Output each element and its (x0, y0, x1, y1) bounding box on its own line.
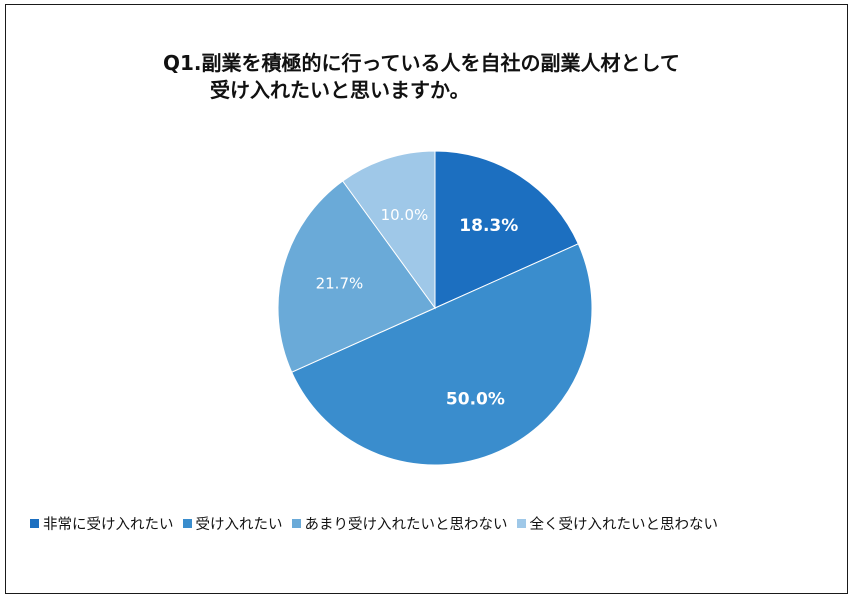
legend-item-not-willing-at-all: 全く受け入れたいと思わない (516, 513, 719, 534)
chart-title-line-1: Q1.副業を積極的に行っている人を自社の副業人材として (163, 51, 680, 75)
legend-item-not-very-willing: あまり受け入れたいと思わない (291, 513, 508, 534)
legend-swatch (182, 518, 192, 528)
pie-slice-very-willing (434, 150, 579, 309)
legend-swatch (516, 518, 526, 528)
pie-slice-not-very-willing (277, 180, 436, 373)
chart-legend: 非常に受け入れたい 受け入れたい あまり受け入れたいと思わない 全く受け入れたい… (30, 513, 727, 533)
legend-label: 全く受け入れたいと思わない (529, 516, 719, 533)
legend-label: 非常に受け入れたい (43, 516, 174, 533)
data-label-not-very-willing: 21.7% (316, 275, 364, 293)
legend-label: 受け入れたい (195, 516, 283, 533)
data-label-not-willing-at-all: 10.0% (381, 206, 429, 224)
legend-label: あまり受け入れたいと思わない (304, 516, 508, 533)
pie-slice-not-willing-at-all (342, 150, 436, 310)
legend-item-very-willing: 非常に受け入れたい (30, 513, 174, 534)
legend-item-willing: 受け入れたい (182, 513, 283, 534)
chart-title-line-2: 受け入れたいと思いますか。 (210, 78, 470, 102)
data-label-very-willing: 18.3% (459, 216, 518, 236)
legend-swatch (291, 518, 301, 528)
pie-slice-willing (291, 243, 593, 466)
legend-swatch (30, 518, 39, 528)
data-label-willing: 50.0% (446, 389, 505, 409)
